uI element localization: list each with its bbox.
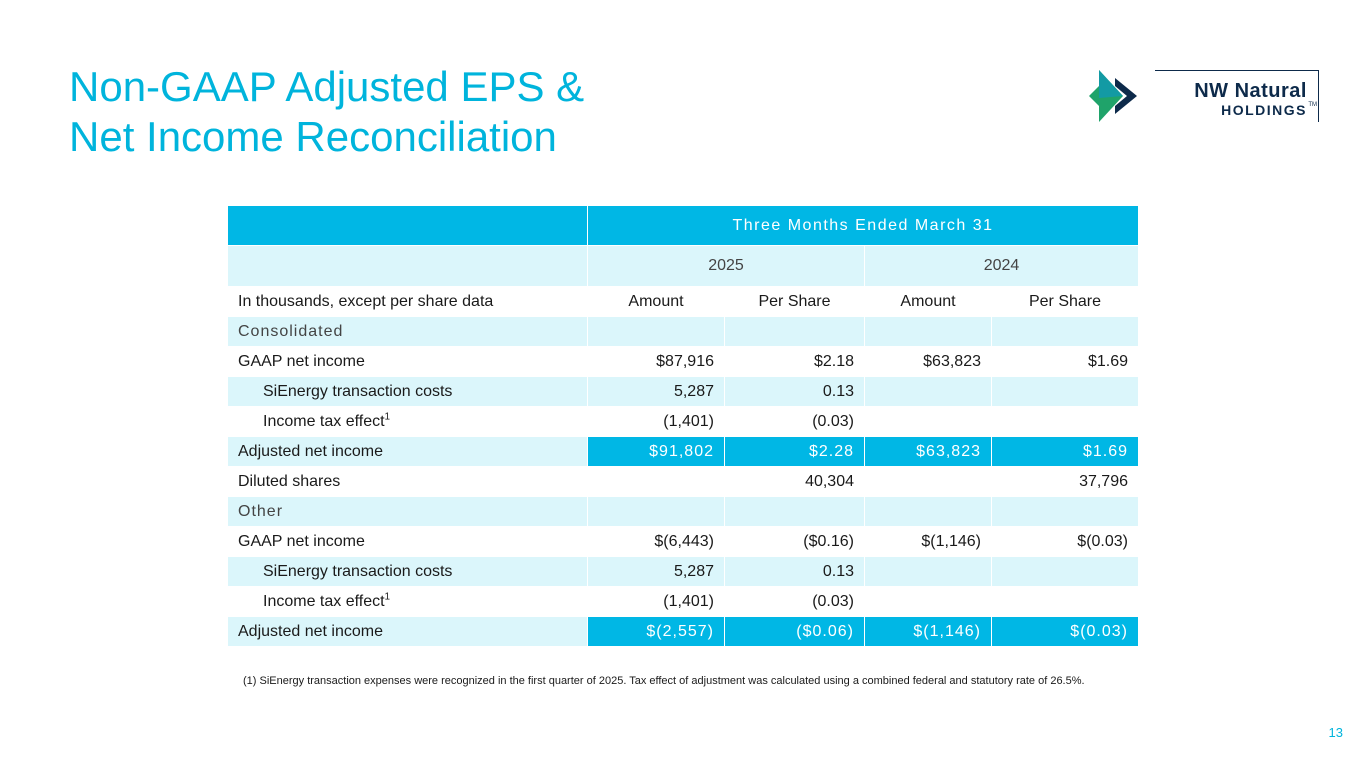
table-cell: (0.03) bbox=[724, 406, 865, 437]
header-blank-cell bbox=[227, 205, 588, 246]
logo-line-2: HOLDINGS bbox=[1221, 102, 1307, 118]
table-cell bbox=[724, 496, 865, 527]
section-row-other: Other bbox=[227, 496, 1139, 527]
table-cell: 40,304 bbox=[724, 466, 865, 497]
year-header-row: 2025 2024 bbox=[227, 245, 1139, 287]
period-header-row: Three Months Ended March 31 bbox=[227, 205, 1139, 246]
row-label: SiEnergy transaction costs bbox=[227, 376, 588, 407]
row-label: Diluted shares bbox=[227, 466, 588, 497]
table-row: Income tax effect1 (1,401) (0.03) bbox=[227, 406, 1139, 437]
table-cell: ($0.16) bbox=[724, 526, 865, 557]
table-cell: $91,802 bbox=[587, 436, 725, 467]
table-cell: $2.28 bbox=[724, 436, 865, 467]
table-cell: 0.13 bbox=[724, 556, 865, 587]
row-label-text: Income tax effect bbox=[263, 412, 385, 430]
table-cell bbox=[991, 406, 1139, 437]
col-amount-2025: Amount bbox=[587, 286, 725, 317]
logo-rule-right bbox=[1318, 70, 1319, 122]
logo-rule-top bbox=[1155, 70, 1319, 71]
table-row: Income tax effect1 (1,401) (0.03) bbox=[227, 586, 1139, 617]
nw-natural-logo-icon bbox=[1089, 70, 1137, 122]
table-cell bbox=[991, 496, 1139, 527]
table-cell: $(6,443) bbox=[587, 526, 725, 557]
table-cell bbox=[864, 376, 992, 407]
column-header-row: In thousands, except per share data Amou… bbox=[227, 286, 1139, 317]
table-cell: $(0.03) bbox=[991, 616, 1139, 647]
adjusted-row-other: Adjusted net income $(2,557) ($0.06) $(1… bbox=[227, 616, 1139, 647]
page-title-line-2: Net Income Reconciliation bbox=[69, 113, 557, 160]
page-title: Non-GAAP Adjusted EPS & Net Income Recon… bbox=[69, 62, 584, 162]
table-cell: (1,401) bbox=[587, 586, 725, 617]
table-cell bbox=[991, 316, 1139, 347]
col-per-share-2024: Per Share bbox=[991, 286, 1139, 317]
table-row: Diluted shares 40,304 37,796 bbox=[227, 466, 1139, 497]
section-label: Other bbox=[227, 496, 588, 527]
logo-wordmark: NW Natural HOLDINGS bbox=[1155, 80, 1307, 118]
row-label: GAAP net income bbox=[227, 346, 588, 377]
table-cell: $1.69 bbox=[991, 346, 1139, 377]
table-cell: $(2,557) bbox=[587, 616, 725, 647]
period-header: Three Months Ended March 31 bbox=[587, 205, 1139, 246]
table-cell bbox=[864, 406, 992, 437]
row-label: Income tax effect1 bbox=[227, 406, 588, 437]
adjusted-row-consolidated: Adjusted net income $91,802 $2.28 $63,82… bbox=[227, 436, 1139, 467]
table-cell: (1,401) bbox=[587, 406, 725, 437]
row-label: Income tax effect1 bbox=[227, 586, 588, 617]
table-cell: $(1,146) bbox=[864, 526, 992, 557]
table-cell: (0.03) bbox=[724, 586, 865, 617]
table-cell: $63,823 bbox=[864, 436, 992, 467]
table-row: SiEnergy transaction costs 5,287 0.13 bbox=[227, 376, 1139, 407]
row-label: SiEnergy transaction costs bbox=[227, 556, 588, 587]
logo-trademark: TM bbox=[1308, 102, 1317, 108]
footnote-marker: 1 bbox=[384, 411, 391, 423]
company-logo: NW Natural HOLDINGS TM bbox=[1085, 68, 1321, 124]
table-cell bbox=[864, 496, 992, 527]
table-cell bbox=[587, 466, 725, 497]
year-blank-cell bbox=[227, 245, 588, 287]
table-cell: $1.69 bbox=[991, 436, 1139, 467]
footnote-marker: 1 bbox=[384, 591, 391, 603]
row-label: Adjusted net income bbox=[227, 436, 588, 467]
table-cell: 5,287 bbox=[587, 376, 725, 407]
table-cell bbox=[864, 556, 992, 587]
col-amount-2024: Amount bbox=[864, 286, 992, 317]
table-row: GAAP net income $87,916 $2.18 $63,823 $1… bbox=[227, 346, 1139, 377]
table-cell bbox=[991, 376, 1139, 407]
table-cell bbox=[864, 586, 992, 617]
col-per-share-2025: Per Share bbox=[724, 286, 865, 317]
table-cell bbox=[587, 316, 725, 347]
table-cell bbox=[991, 586, 1139, 617]
table-cell: $(1,146) bbox=[864, 616, 992, 647]
page-number: 13 bbox=[1328, 725, 1343, 740]
table-cell: 37,796 bbox=[991, 466, 1139, 497]
reconciliation-table: Three Months Ended March 31 2025 2024 In… bbox=[227, 205, 1139, 647]
table-cell: 0.13 bbox=[724, 376, 865, 407]
table-cell bbox=[864, 316, 992, 347]
page-title-line-1: Non-GAAP Adjusted EPS & bbox=[69, 63, 585, 110]
table-cell: $2.18 bbox=[724, 346, 865, 377]
table-cell bbox=[991, 556, 1139, 587]
row-label: Adjusted net income bbox=[227, 616, 588, 647]
row-label-text: Income tax effect bbox=[263, 592, 385, 610]
table-row: SiEnergy transaction costs 5,287 0.13 bbox=[227, 556, 1139, 587]
year-2024: 2024 bbox=[864, 245, 1139, 287]
section-row-consolidated: Consolidated bbox=[227, 316, 1139, 347]
units-label: In thousands, except per share data bbox=[227, 286, 588, 317]
table-cell: $(0.03) bbox=[991, 526, 1139, 557]
table-cell bbox=[587, 496, 725, 527]
table-cell bbox=[864, 466, 992, 497]
table-cell: $87,916 bbox=[587, 346, 725, 377]
table-cell: 5,287 bbox=[587, 556, 725, 587]
table-row: GAAP net income $(6,443) ($0.16) $(1,146… bbox=[227, 526, 1139, 557]
section-label: Consolidated bbox=[227, 316, 588, 347]
logo-line-1: NW Natural bbox=[1194, 80, 1307, 102]
year-2025: 2025 bbox=[587, 245, 865, 287]
row-label: GAAP net income bbox=[227, 526, 588, 557]
table-cell: ($0.06) bbox=[724, 616, 865, 647]
table-cell: $63,823 bbox=[864, 346, 992, 377]
table-cell bbox=[724, 316, 865, 347]
footnote: (1) SiEnergy transaction expenses were r… bbox=[243, 675, 1085, 687]
